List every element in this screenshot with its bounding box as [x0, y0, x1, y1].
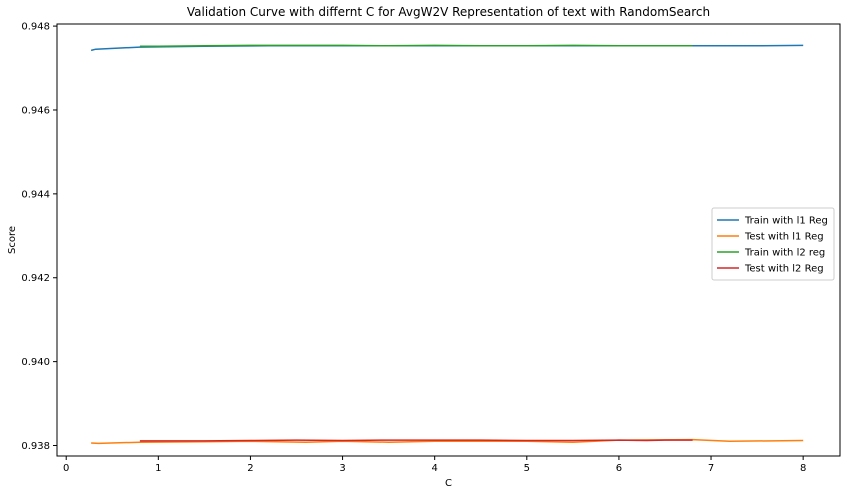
- legend-box: [711, 207, 835, 281]
- y-tick-label: 0.944: [21, 189, 50, 200]
- x-tick-label: 4: [431, 463, 437, 474]
- series-lines: [90, 44, 804, 445]
- y-tick-label: 0.948: [21, 22, 50, 33]
- x-tick-label: 2: [247, 463, 253, 474]
- legend: Train with l1 Reg Test with l1 Reg Train w…: [711, 207, 835, 281]
- legend-label: Test with l1 Reg: [744, 232, 824, 243]
- y-axis: 0.938 0.940 0.942 0.944 0.946 0.948: [21, 22, 57, 452]
- x-tick-label: 7: [708, 463, 714, 474]
- legend-label: Train with l2 reg: [744, 248, 825, 259]
- legend-label: Test with l2 Reg: [744, 264, 824, 275]
- x-axis-label: C: [445, 478, 452, 489]
- chart-title: Validation Curve with differnt C for Avg…: [187, 5, 710, 19]
- x-tick-label: 3: [339, 463, 345, 474]
- y-tick-label: 0.938: [21, 441, 50, 452]
- x-tick-label: 6: [616, 463, 622, 474]
- x-axis: 0 1 2 3 4 5 6 7 8: [63, 456, 806, 474]
- series-line-3: [139, 44, 693, 47]
- y-tick-label: 0.940: [21, 357, 50, 368]
- x-tick-label: 5: [524, 463, 530, 474]
- y-axis-label: Score: [7, 226, 18, 254]
- y-tick-label: 0.942: [21, 273, 50, 284]
- x-tick-label: 8: [800, 463, 806, 474]
- x-tick-label: 0: [63, 463, 69, 474]
- legend-label: Train with l1 Reg: [744, 216, 828, 227]
- series-line-4: [139, 439, 693, 442]
- x-tick-label: 1: [155, 463, 161, 474]
- plot-frame: [56, 23, 841, 457]
- y-tick-label: 0.946: [21, 105, 50, 116]
